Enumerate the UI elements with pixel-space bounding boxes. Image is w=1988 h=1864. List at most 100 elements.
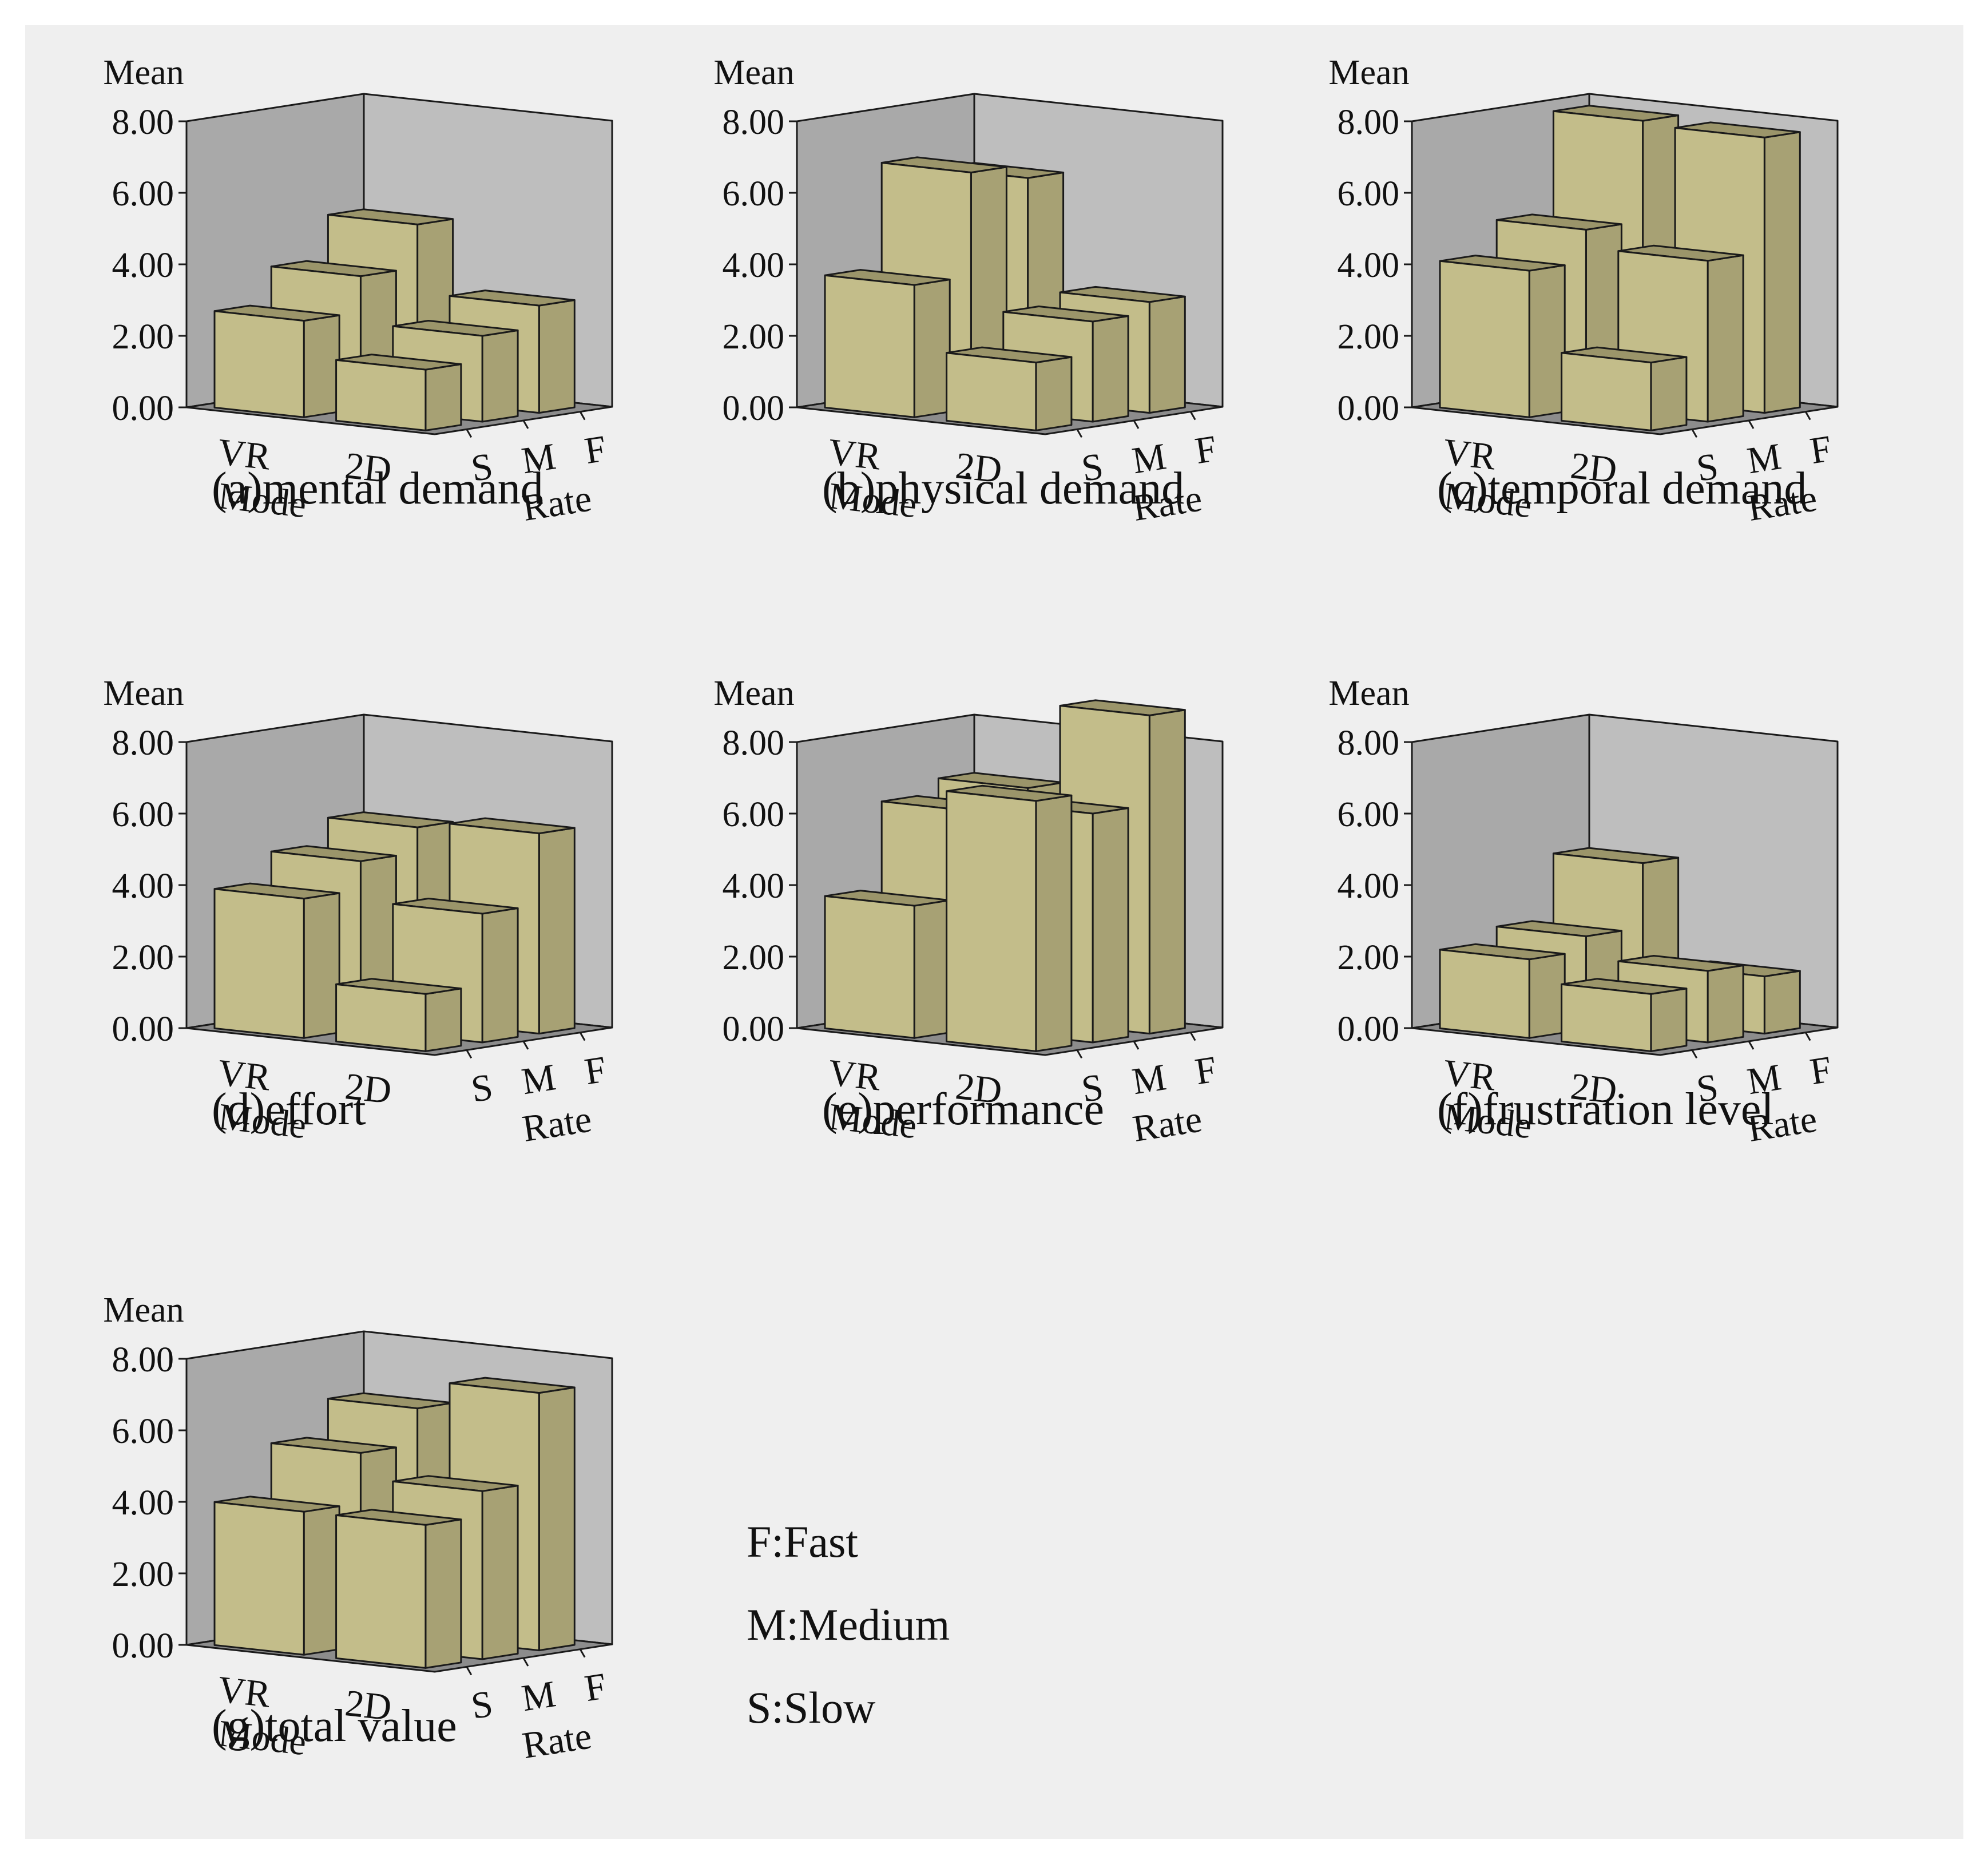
rate-tick-label: F xyxy=(1807,428,1834,473)
z-tick-label: 6.00 xyxy=(112,174,174,213)
z-tick-label: 8.00 xyxy=(112,1341,174,1379)
rate-tick xyxy=(466,1666,473,1676)
bar-side xyxy=(538,827,576,1035)
z-tick-label: 0.00 xyxy=(112,389,174,428)
bar-side xyxy=(303,314,340,418)
bar-side xyxy=(538,1386,576,1652)
bar-front xyxy=(335,983,427,1052)
rate-tick xyxy=(1133,1041,1140,1050)
chart-g: 0.00 2.00 4.00 6.00 8.00 Mean VR 2D Mode S M F Rate (… xyxy=(103,1291,613,1767)
mode-tick-label: 2D xyxy=(1569,445,1619,491)
rate-tick xyxy=(1748,420,1755,429)
z-axis-label: Mean xyxy=(103,53,184,92)
rate-tick xyxy=(1804,411,1811,421)
z-tick-label: 2.00 xyxy=(112,938,174,977)
bar-front xyxy=(1439,260,1530,418)
rate-tick-label: S xyxy=(469,1683,495,1727)
z-axis-label: Mean xyxy=(713,674,794,713)
bar-side xyxy=(1707,254,1744,423)
bar-front xyxy=(946,790,1037,1052)
z-tick-label: 2.00 xyxy=(112,318,174,356)
rate-tick xyxy=(579,411,586,421)
mode-tick-label: 2D xyxy=(1569,1065,1619,1112)
rate-axis-label: Rate xyxy=(519,1098,594,1150)
rate-tick xyxy=(1691,1049,1698,1059)
mode-axis-label: Mode xyxy=(216,475,308,526)
z-tick-label: 0.00 xyxy=(1338,1010,1400,1049)
bar-side xyxy=(1528,953,1566,1039)
z-tick-label: 8.00 xyxy=(112,724,174,763)
z-axis-label: Mean xyxy=(1328,53,1409,92)
rate-tick xyxy=(1189,411,1196,421)
z-tick-label: 0.00 xyxy=(112,1627,174,1665)
mode-tick-label: 2D xyxy=(343,1682,394,1728)
bar-front xyxy=(824,895,915,1039)
z-tick-label: 2.00 xyxy=(1338,938,1400,977)
subplot-title: (e)performance xyxy=(822,1084,1104,1135)
rate-tick-label: M xyxy=(1744,435,1784,482)
mode-tick-label: VR xyxy=(1441,1052,1498,1098)
subplot-title: (a)mental demand xyxy=(212,463,543,514)
subplot-title: (c)temporal demand xyxy=(1437,463,1807,514)
bar-front xyxy=(824,274,915,418)
z-axis-label: Mean xyxy=(713,53,794,92)
rate-tick-label: F xyxy=(582,1049,609,1093)
bar-side xyxy=(424,1518,462,1669)
rate-tick xyxy=(1691,429,1698,438)
bar-VR-S xyxy=(824,269,951,418)
bar-2D-S xyxy=(946,346,1073,431)
bar-2D-S xyxy=(335,978,462,1052)
bar-front xyxy=(213,310,305,418)
z-tick-label: 8.00 xyxy=(723,103,785,142)
z-tick-label: 0.00 xyxy=(723,1010,785,1049)
bar-side xyxy=(1148,295,1186,414)
rate-tick xyxy=(522,1657,529,1667)
rate-tick-label: M xyxy=(519,1056,558,1102)
z-tick-label: 8.00 xyxy=(1338,724,1400,763)
bar-side xyxy=(538,299,576,414)
rate-tick xyxy=(579,1032,586,1041)
rate-tick-label: M xyxy=(1129,435,1169,482)
z-tick-label: 6.00 xyxy=(723,174,785,213)
bar-side xyxy=(481,907,519,1044)
bar-2D-S xyxy=(1561,978,1688,1052)
rate-tick xyxy=(1804,1032,1811,1041)
legend-medium: M:Medium xyxy=(747,1600,950,1649)
rate-tick xyxy=(466,429,473,438)
mode-axis-label: Mode xyxy=(1442,475,1534,526)
z-tick-label: 2.00 xyxy=(1338,318,1400,356)
z-tick-label: 6.00 xyxy=(112,795,174,834)
z-tick-label: 4.00 xyxy=(112,246,174,285)
rate-tick-label: M xyxy=(1129,1056,1169,1102)
rate-tick-label: M xyxy=(1744,1056,1784,1102)
mode-axis-label: Mode xyxy=(216,1096,308,1147)
z-tick-label: 8.00 xyxy=(723,724,785,763)
mode-tick-label: VR xyxy=(1441,431,1498,478)
bar-side xyxy=(481,329,519,423)
rate-tick xyxy=(1189,1032,1196,1041)
z-tick-label: 4.00 xyxy=(112,1484,174,1522)
bar-front xyxy=(213,888,305,1039)
rate-tick xyxy=(522,420,529,429)
bar-front xyxy=(1439,949,1530,1039)
z-tick-label: 2.00 xyxy=(723,318,785,356)
rate-tick xyxy=(1133,420,1140,429)
legend-fast: F:Fast xyxy=(747,1517,859,1566)
z-tick-label: 4.00 xyxy=(723,246,785,285)
rate-tick xyxy=(466,1049,473,1059)
bar-2D-S xyxy=(335,1509,462,1669)
mode-tick-label: VR xyxy=(216,431,272,478)
rate-tick xyxy=(522,1041,529,1050)
z-tick-label: 2.00 xyxy=(723,938,785,977)
bar-front xyxy=(213,1501,305,1656)
z-tick-label: 4.00 xyxy=(723,867,785,906)
bar-side xyxy=(1035,794,1073,1052)
z-tick-label: 8.00 xyxy=(112,103,174,142)
z-axis-label: Mean xyxy=(103,674,184,713)
z-tick-label: 0.00 xyxy=(1338,389,1400,428)
bar-side xyxy=(303,1505,340,1656)
subplot-title: (d)effort xyxy=(212,1084,366,1135)
z-tick-label: 6.00 xyxy=(112,1412,174,1451)
